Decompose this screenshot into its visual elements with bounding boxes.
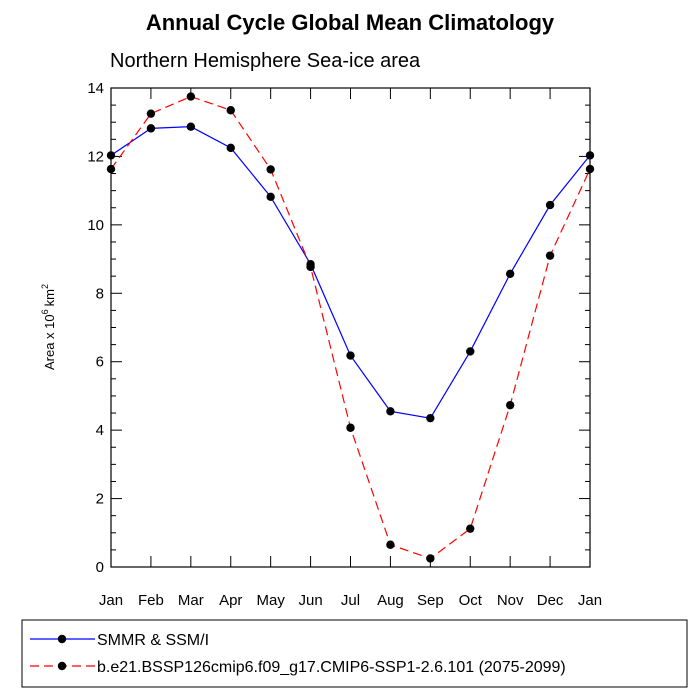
series-2-point	[585, 164, 595, 174]
legend-label-2: b.e21.BSSP126cmip6.f09_g17.CMIP6-SSP1-2.…	[97, 659, 566, 676]
series-2-point	[346, 423, 355, 432]
legend-box	[21, 619, 688, 688]
y-tick-label: 12	[87, 148, 104, 165]
series-1-point	[545, 200, 555, 210]
series-1-point	[505, 269, 515, 278]
series-line-2	[110, 95, 591, 560]
series-2-point	[306, 262, 315, 272]
x-tick-label: Feb	[138, 592, 164, 609]
x-tick-label: Aug	[377, 592, 404, 609]
y-tick-label: 8	[96, 285, 104, 302]
x-tick-label: Jan	[578, 592, 602, 609]
series-1-point	[106, 151, 116, 160]
series-1-point	[186, 122, 196, 131]
x-tick-label: Mar	[178, 592, 204, 609]
series-2-point	[426, 554, 435, 563]
series-2-point	[186, 92, 196, 101]
y-tick-label: 6	[96, 354, 104, 371]
series-1-point	[346, 351, 355, 360]
x-tick-label: May	[256, 592, 285, 609]
series-1-point	[466, 347, 475, 356]
x-tick-label: Dec	[537, 592, 564, 609]
series-1-point	[266, 192, 275, 202]
x-tick-label: Nov	[497, 592, 524, 609]
series-2-point	[505, 400, 515, 410]
legend-marker-2	[57, 661, 67, 671]
plot-area: 0 2 4 6 8 10 12 14 Jan Feb Mar Apr May Jun Jul Aug Sep Oc…	[87, 80, 602, 609]
y-axis-label-unit-exponent: 2	[40, 284, 50, 289]
y-axis-label-exponent: 6	[40, 309, 50, 314]
x-tick-label: Jul	[341, 592, 360, 609]
series-2-point	[266, 165, 275, 174]
series-2-point	[146, 109, 156, 118]
series-1-point	[426, 413, 435, 423]
legend-marker-1	[57, 634, 67, 644]
legend: SMMR & SSM/I b.e21.BSSP126cmip6.f09_g17.C…	[21, 619, 688, 688]
y-tick-label: 2	[96, 491, 104, 508]
series-1-point	[386, 407, 395, 416]
plot-frame	[110, 87, 591, 568]
x-tick-label: Jan	[99, 592, 123, 609]
series-1-point	[146, 124, 156, 133]
x-tick-label: Oct	[459, 592, 483, 609]
y-tick-label: 14	[87, 80, 104, 97]
y-axis-label-prefix: Area x 10	[42, 314, 57, 370]
series-2-point	[226, 106, 235, 115]
series-2-point	[386, 540, 395, 549]
y-tick-label: 4	[96, 422, 104, 439]
y-tick-label: 10	[87, 217, 104, 234]
x-tick-label: Apr	[219, 592, 242, 609]
y-axis-label-unit: km	[42, 289, 57, 306]
x-tick-label: Jun	[298, 592, 322, 609]
legend-label-1: SMMR & SSM/I	[97, 632, 209, 649]
y-axis-label: Area x 106 km2	[40, 284, 57, 370]
series-2-point	[545, 251, 555, 260]
series-2-point	[106, 164, 116, 174]
y-tick-label: 0	[96, 559, 104, 576]
series-2-point	[466, 524, 475, 533]
series-1-point	[585, 151, 595, 160]
series-1-point	[226, 143, 235, 153]
x-tick-label: Sep	[417, 592, 444, 609]
chart-subtitle: Northern Hemisphere Sea-ice area	[110, 50, 421, 72]
chart-title: Annual Cycle Global Mean Climatology	[146, 10, 555, 35]
